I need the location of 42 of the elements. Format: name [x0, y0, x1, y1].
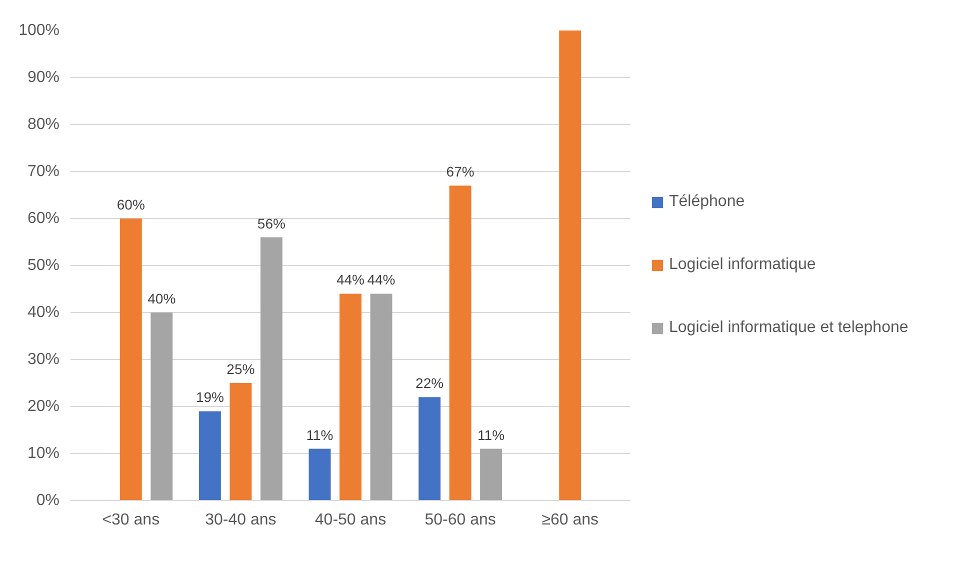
- legend-label: Téléphone: [669, 193, 745, 211]
- y-tick-label: 0%: [36, 492, 60, 509]
- bar: [559, 30, 582, 500]
- bar: [230, 383, 252, 500]
- data-label: 22%: [416, 375, 444, 392]
- x-tick-label: 30-40 ans: [205, 512, 276, 528]
- data-label: 19%: [196, 389, 224, 406]
- y-tick-label: 10%: [27, 445, 60, 462]
- bar: [449, 186, 472, 500]
- data-label: 25%: [226, 361, 255, 377]
- data-label: 11%: [478, 426, 505, 443]
- y-tick-label: 90%: [27, 69, 60, 86]
- legend-label: Logiciel informatique: [669, 256, 816, 274]
- legend-label: Logiciel informatique et telephone: [669, 319, 908, 337]
- x-tick-label: ≥60 ans: [542, 512, 599, 528]
- y-tick-label: 40%: [27, 304, 60, 321]
- data-label: 67%: [446, 164, 474, 180]
- y-tick-label: 60%: [27, 210, 60, 227]
- y-tick-label: 20%: [27, 398, 60, 415]
- bar: [120, 218, 142, 500]
- bar: [418, 397, 441, 500]
- y-tick-label: 50%: [27, 257, 60, 274]
- data-label: 60%: [116, 196, 145, 212]
- data-label: 40%: [148, 290, 176, 306]
- bar: [260, 237, 282, 500]
- bar: [480, 448, 502, 500]
- data-label: 56%: [257, 215, 286, 232]
- bar: [198, 411, 221, 500]
- data-label: 11%: [306, 426, 334, 443]
- bar: [150, 312, 173, 500]
- x-tick-label: 50-60 ans: [424, 512, 496, 528]
- bar: [340, 294, 362, 500]
- y-tick-label: 80%: [27, 116, 60, 133]
- x-tick-label: <30 ans: [102, 512, 160, 528]
- bar: [370, 294, 392, 500]
- y-tick-label: 70%: [27, 163, 60, 180]
- data-label: 44%: [367, 272, 396, 288]
- bar: [308, 448, 331, 500]
- data-label: 44%: [336, 272, 365, 288]
- y-tick-label: 100%: [18, 22, 60, 39]
- x-tick-label: 40-50 ans: [314, 512, 386, 528]
- y-tick-label: 30%: [27, 351, 60, 368]
